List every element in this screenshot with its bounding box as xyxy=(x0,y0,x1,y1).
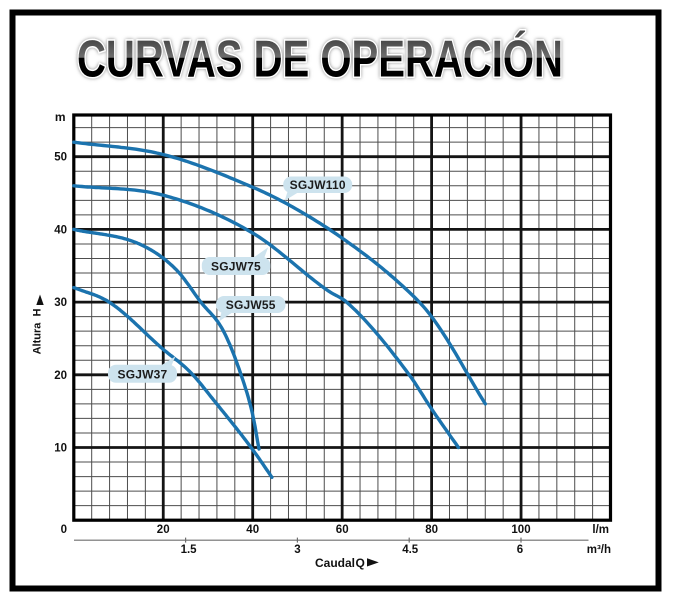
svg-text:50: 50 xyxy=(54,152,67,164)
svg-text:20: 20 xyxy=(157,524,170,536)
svg-text:40: 40 xyxy=(54,224,67,236)
svg-text:30: 30 xyxy=(54,297,67,309)
svg-text:100: 100 xyxy=(511,524,530,536)
svg-text:6: 6 xyxy=(517,544,523,556)
svg-text:m: m xyxy=(55,110,66,124)
svg-text:0: 0 xyxy=(61,524,67,536)
svg-text:10: 10 xyxy=(54,443,67,455)
svg-text:1.5: 1.5 xyxy=(181,544,198,556)
svg-text:3: 3 xyxy=(294,544,300,556)
svg-text:Q: Q xyxy=(356,556,365,570)
svg-text:l/m: l/m xyxy=(592,524,609,536)
svg-text:SGJW110: SGJW110 xyxy=(290,178,346,192)
svg-text:4.5: 4.5 xyxy=(402,544,419,556)
svg-text:CURVAS DE OPERACIÓN: CURVAS DE OPERACIÓN xyxy=(77,31,563,89)
svg-text:SGJW55: SGJW55 xyxy=(226,298,276,312)
svg-text:40: 40 xyxy=(246,524,259,536)
svg-text:m³/h: m³/h xyxy=(587,544,611,556)
svg-text:80: 80 xyxy=(425,524,438,536)
svg-text:SGJW75: SGJW75 xyxy=(211,260,261,274)
svg-text:Altura H: Altura H xyxy=(32,309,44,355)
svg-text:20: 20 xyxy=(54,370,67,382)
svg-text:SGJW37: SGJW37 xyxy=(118,367,168,381)
svg-text:Caudal: Caudal xyxy=(315,556,355,570)
svg-text:60: 60 xyxy=(336,524,349,536)
